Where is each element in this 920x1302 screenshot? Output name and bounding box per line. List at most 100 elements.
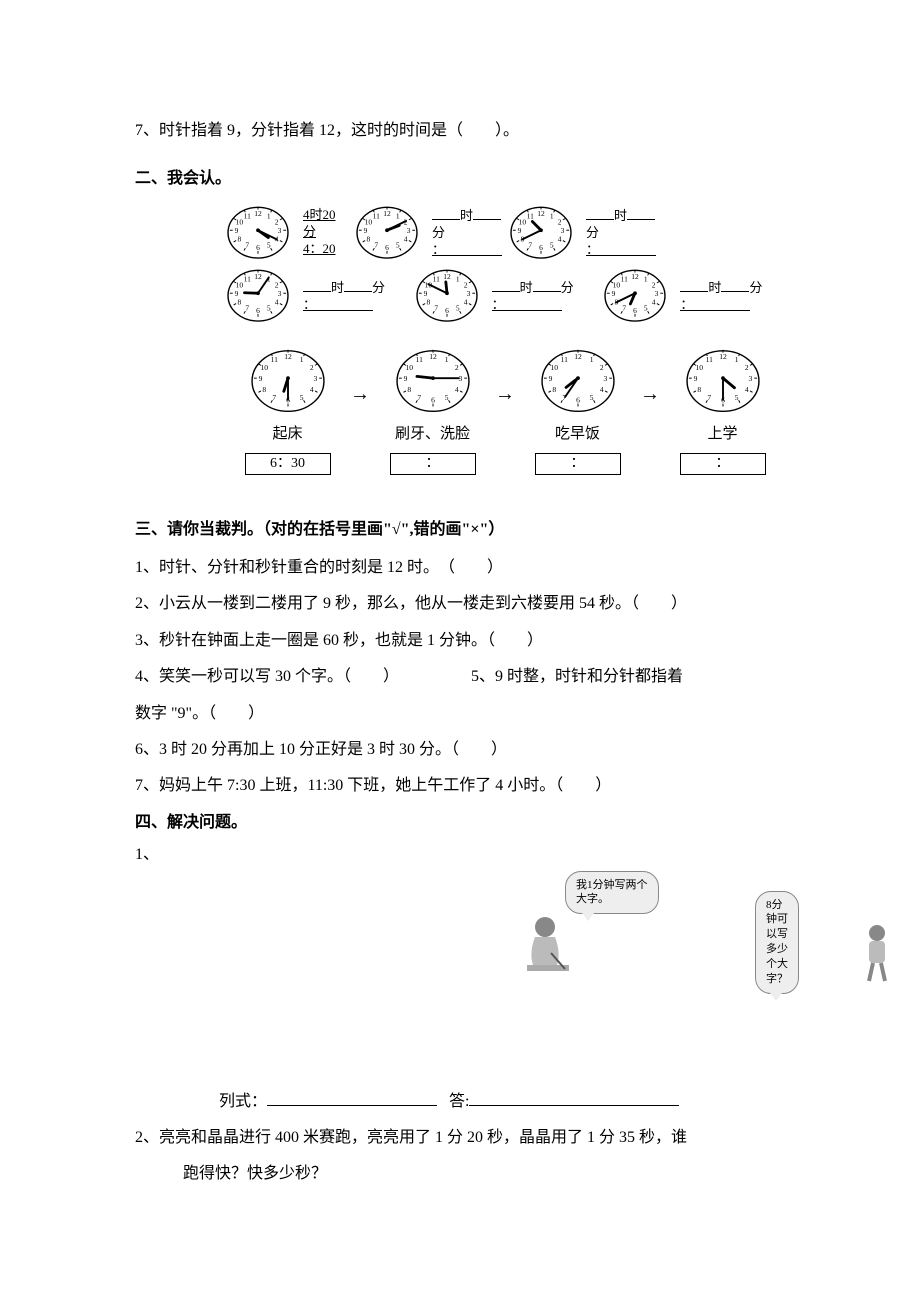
svg-text:9: 9 bbox=[612, 289, 616, 298]
svg-text:11: 11 bbox=[373, 211, 380, 220]
clock-icon: 123456789101112 bbox=[354, 203, 420, 262]
seq-label: 起床 bbox=[225, 420, 350, 449]
svg-text:8: 8 bbox=[366, 234, 370, 243]
svg-text:9: 9 bbox=[364, 226, 368, 235]
svg-text:5: 5 bbox=[267, 240, 271, 249]
svg-text:1: 1 bbox=[456, 275, 460, 284]
svg-text:9: 9 bbox=[235, 226, 239, 235]
time-blank[interactable]: 时分 ： bbox=[299, 278, 385, 314]
svg-text:5: 5 bbox=[589, 392, 593, 401]
svg-text:11: 11 bbox=[244, 275, 251, 284]
svg-text:7: 7 bbox=[245, 240, 249, 249]
svg-text:5: 5 bbox=[644, 304, 648, 313]
answer-line[interactable]: 列式： 答: bbox=[135, 1087, 785, 1117]
svg-text:4: 4 bbox=[558, 234, 562, 243]
svg-text:11: 11 bbox=[270, 355, 277, 364]
clock-icon: 123456789101112 bbox=[225, 203, 291, 262]
time-blank[interactable]: 时分 ： bbox=[488, 278, 574, 314]
svg-text:3: 3 bbox=[748, 374, 752, 383]
section-3-title: 三、请你当裁判。（对的在括号里画"√",错的画"×"） bbox=[135, 515, 785, 545]
svg-text:11: 11 bbox=[244, 211, 251, 220]
svg-text:3: 3 bbox=[313, 374, 317, 383]
section-2-title: 二、我会认。 bbox=[135, 164, 785, 194]
time-blank[interactable]: 时分 ： bbox=[676, 278, 762, 314]
svg-text:9: 9 bbox=[403, 374, 407, 383]
svg-text:1: 1 bbox=[734, 355, 738, 364]
svg-text:1: 1 bbox=[396, 211, 400, 220]
clock-icon: 123456789101112 bbox=[249, 346, 327, 416]
svg-text:4: 4 bbox=[599, 384, 603, 393]
svg-text:4: 4 bbox=[275, 298, 279, 307]
clock-icon: 123456789101112 bbox=[602, 266, 668, 325]
example-answer: 4时20分 4：20 bbox=[299, 207, 348, 258]
svg-text:10: 10 bbox=[550, 363, 558, 372]
question-7: 7、时针指着 9，分针指着 12，这时的时间是（ ）。 bbox=[135, 116, 785, 146]
svg-text:11: 11 bbox=[560, 355, 567, 364]
svg-text:4: 4 bbox=[404, 234, 408, 243]
clock-icon: 123456789101112 bbox=[539, 346, 617, 416]
s4-q1-num: 1、 bbox=[135, 840, 785, 870]
svg-text:2: 2 bbox=[454, 363, 458, 372]
clock-icon: 123456789101112 bbox=[225, 266, 291, 325]
svg-text:9: 9 bbox=[423, 289, 427, 298]
svg-text:12: 12 bbox=[254, 209, 262, 218]
svg-text:5: 5 bbox=[734, 392, 738, 401]
svg-text:10: 10 bbox=[260, 363, 268, 372]
svg-text:10: 10 bbox=[519, 217, 527, 226]
seq-answer-box[interactable]: ： bbox=[390, 453, 476, 475]
speech-bubble-2: 8分钟可以写多少个大字？ bbox=[755, 891, 799, 994]
svg-text:5: 5 bbox=[444, 392, 448, 401]
svg-text:5: 5 bbox=[299, 392, 303, 401]
svg-text:2: 2 bbox=[744, 363, 748, 372]
svg-text:8: 8 bbox=[407, 384, 411, 393]
svg-text:5: 5 bbox=[456, 304, 460, 313]
svg-text:10: 10 bbox=[695, 363, 703, 372]
svg-text:6: 6 bbox=[256, 306, 260, 315]
svg-text:5: 5 bbox=[550, 240, 554, 249]
svg-text:4: 4 bbox=[463, 298, 467, 307]
svg-text:1: 1 bbox=[550, 211, 554, 220]
svg-text:10: 10 bbox=[613, 281, 621, 290]
svg-text:6: 6 bbox=[445, 306, 449, 315]
seq-answer-box: 6：30 bbox=[245, 453, 331, 475]
svg-text:7: 7 bbox=[707, 392, 711, 401]
svg-text:9: 9 bbox=[235, 289, 239, 298]
arrow-right-icon: → bbox=[640, 375, 660, 449]
time-blank[interactable]: 时分 ： bbox=[582, 206, 656, 259]
clock-sequence: 123456789101112 起床 6：30 → 12345678910111… bbox=[225, 346, 785, 479]
svg-text:11: 11 bbox=[621, 275, 628, 284]
svg-text:10: 10 bbox=[236, 217, 244, 226]
svg-text:1: 1 bbox=[299, 355, 303, 364]
clock-row-1: 123456789101112 4时20分 4：20 1234567891011… bbox=[225, 203, 785, 262]
svg-text:11: 11 bbox=[432, 275, 439, 284]
svg-text:8: 8 bbox=[552, 384, 556, 393]
svg-text:4: 4 bbox=[652, 298, 656, 307]
svg-text:1: 1 bbox=[589, 355, 593, 364]
svg-text:6: 6 bbox=[385, 243, 389, 252]
svg-text:12: 12 bbox=[537, 209, 545, 218]
time-blank[interactable]: 时分 ： bbox=[428, 206, 502, 259]
svg-text:12: 12 bbox=[632, 272, 640, 281]
svg-text:5: 5 bbox=[396, 240, 400, 249]
svg-text:4: 4 bbox=[454, 384, 458, 393]
child-standing-icon bbox=[857, 923, 897, 983]
svg-text:10: 10 bbox=[236, 281, 244, 290]
svg-text:11: 11 bbox=[527, 211, 534, 220]
s4-q2-b: 跑得快？快多少秒？ bbox=[135, 1159, 785, 1189]
svg-text:12: 12 bbox=[284, 352, 292, 361]
svg-text:10: 10 bbox=[405, 363, 413, 372]
child-writing-icon bbox=[515, 913, 575, 983]
arrow-right-icon: → bbox=[495, 375, 515, 449]
seq-answer-box[interactable]: ： bbox=[680, 453, 766, 475]
clock-icon: 123456789101112 bbox=[394, 346, 472, 416]
svg-text:6: 6 bbox=[431, 395, 435, 404]
svg-text:8: 8 bbox=[697, 384, 701, 393]
seq-answer-box[interactable]: ： bbox=[535, 453, 621, 475]
svg-text:7: 7 bbox=[528, 240, 532, 249]
svg-text:7: 7 bbox=[623, 304, 627, 313]
svg-text:1: 1 bbox=[644, 275, 648, 284]
svg-text:2: 2 bbox=[309, 363, 313, 372]
svg-text:9: 9 bbox=[693, 374, 697, 383]
seq-label: 上学 bbox=[660, 420, 785, 449]
clock-row-2: 123456789101112 时分 ： 123456789101112 时分 … bbox=[225, 266, 785, 325]
